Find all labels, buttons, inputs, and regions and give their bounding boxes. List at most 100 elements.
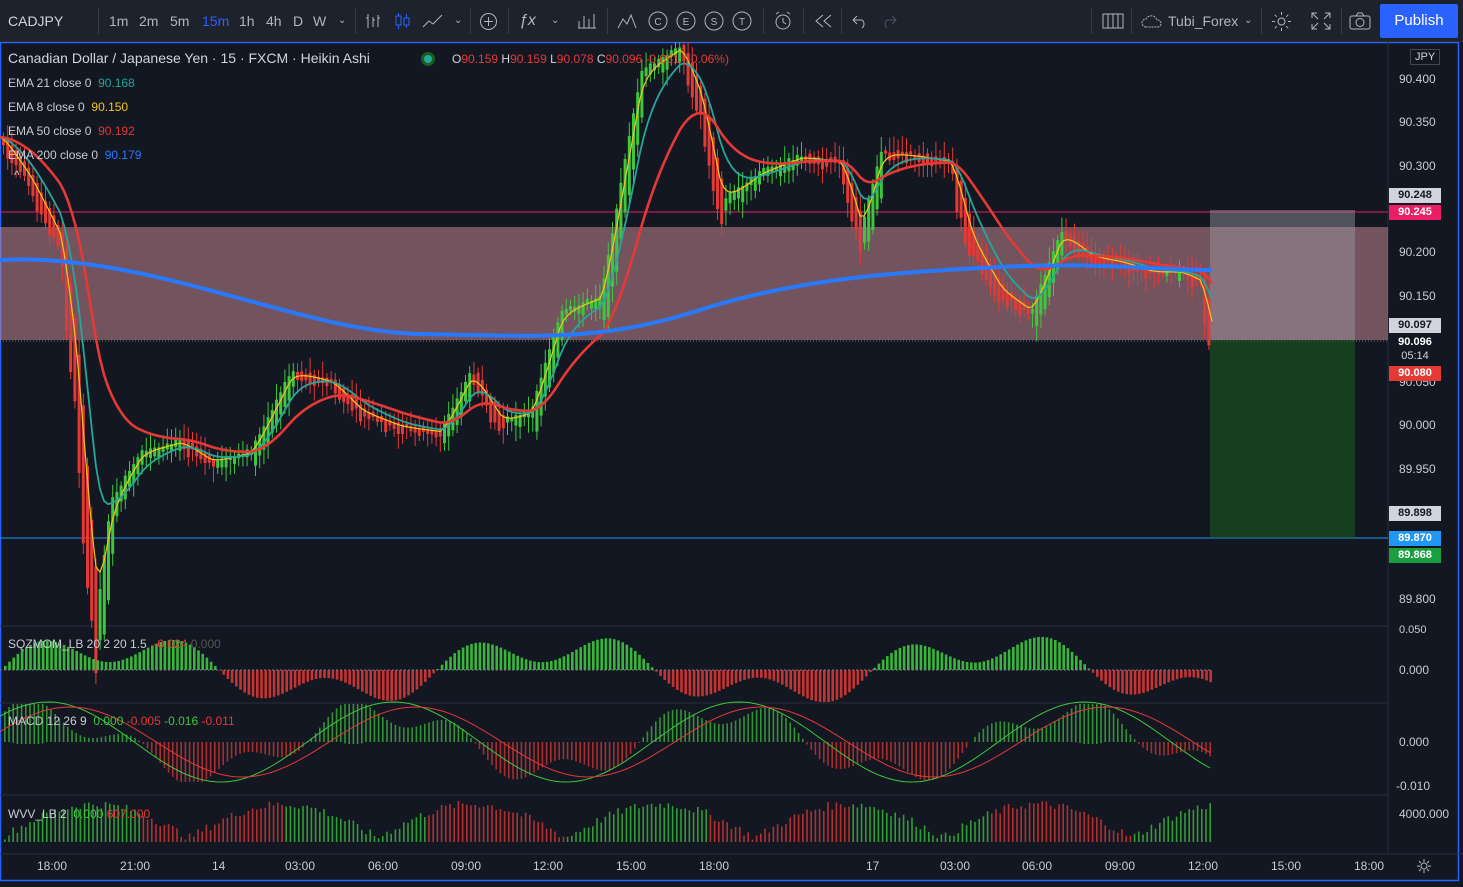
candle-body [1085,246,1089,260]
gear-icon[interactable] [1416,858,1432,874]
interval-d[interactable]: D [293,13,304,29]
chevron-down-icon[interactable]: ⌄ [1244,15,1253,26]
sqz-bar [281,670,284,694]
sqz-bar [310,670,314,681]
interval-2m[interactable]: 2m [139,13,159,29]
sqz-bar [50,641,53,670]
sqz-bar [193,647,196,670]
macd-bar [20,704,23,744]
ema-21-legend[interactable]: EMA 21 close 0 90.168 [8,76,135,90]
wvv-bar [617,808,619,842]
sqz-bar [348,670,351,685]
layout-columns-icon[interactable] [1102,12,1124,30]
chevron-down-icon[interactable]: ⌄ [454,15,463,26]
undo-icon[interactable] [851,13,869,29]
sqz-bar [264,670,267,699]
camera-icon[interactable] [1349,12,1371,30]
replay-rewind-icon[interactable] [814,13,834,29]
sqz-bar [457,650,461,670]
currency-badge[interactable]: JPY [1410,49,1441,65]
sqz-bar [327,670,330,679]
interval-5m[interactable]: 5m [170,13,190,29]
ema-50-legend[interactable]: EMA 50 close 0 90.192 [8,124,135,138]
wvv-bar [172,825,174,842]
macd-axis-tick: -0.010 [1396,779,1431,793]
sqz-bar [1133,670,1137,695]
wvv-bar [58,811,61,842]
chart-canvas[interactable] [0,42,1463,887]
candle-body [711,137,715,191]
sqz-bar [12,657,15,670]
sqzmom-legend[interactable]: SQZMOM_LB 20 2 20 1.5 -0.024 0.000 [8,637,221,651]
layout-name[interactable]: Tubi_Forex [1168,13,1239,29]
wvv-bar [671,806,674,842]
wvv-bar [533,820,535,842]
candles-style-icon[interactable] [394,12,412,30]
chevron-down-icon[interactable]: ⌄ [338,15,347,26]
bars-style-icon[interactable] [364,12,382,30]
wvv-bar [197,829,199,842]
alert-clock-icon[interactable] [773,11,795,31]
sqz-bar [226,670,230,679]
chevron-down-icon[interactable]: ⌄ [551,15,560,26]
indicators-fx-icon[interactable]: ƒx [519,12,536,29]
macd-legend[interactable]: MACD 12 26 9 0.000 -0.005 -0.016 -0.011 [8,714,235,728]
candle-body [287,376,291,401]
candle-body [375,415,379,422]
macd-bar [377,713,380,742]
sqz-bar [277,670,280,696]
candle-body [409,425,413,432]
wvv-bar [398,828,401,842]
gear-icon[interactable] [1271,11,1292,32]
publish-button[interactable]: Publish [1380,4,1458,38]
macd-bar [1133,739,1136,742]
macd-bar [239,742,241,754]
financials-icon[interactable] [577,12,597,30]
interval-4h[interactable]: 4h [266,13,282,29]
macd-bar [1041,727,1043,742]
wvv-bar [440,805,443,842]
ema-8-legend[interactable]: EMA 8 close 0 90.150 [8,100,128,114]
sqz-bar [1175,670,1179,680]
price-tick: 90.200 [1399,245,1436,259]
collapse-legend-icon[interactable]: ^ [14,168,20,182]
wvv-legend[interactable]: WVV_LB 2 0.000 607.000 [8,807,150,821]
symbol-title[interactable]: Canadian Dollar / Japanese Yen · 15 · FX… [8,50,370,66]
sqz-bar [470,643,473,670]
sqz-bar [608,638,612,670]
sqz-bar [335,670,339,680]
interval-1m[interactable]: 1m [109,13,129,29]
line-style-icon[interactable] [422,12,444,30]
compare-plus-icon[interactable] [479,12,498,31]
macd-bar [751,711,754,742]
templates-icon[interactable] [617,12,637,30]
sqz-bar [344,670,347,683]
ema-200-legend[interactable]: EMA 200 close 0 90.179 [8,148,141,162]
macd-bar [1070,708,1073,742]
wvv-bar [184,839,187,842]
wvv-bar [827,802,829,842]
symbol-search[interactable]: CADJPY [8,13,64,29]
macd-bar [558,742,560,760]
wvv-bar [201,831,203,842]
wvv-bar [810,811,812,842]
wvv-bar [319,812,321,842]
sqz-bar [96,660,99,670]
wvv-bar [449,804,451,842]
macd-bar [1033,728,1035,742]
candle-body [724,198,728,211]
sqz-bar [142,649,146,670]
close-label: C [596,52,606,66]
candle-body [115,492,119,517]
macd-bar [596,742,598,770]
redo-icon[interactable] [880,13,898,29]
event-markers-icons[interactable]: C E S T [648,11,760,31]
interval-w[interactable]: W [313,13,327,29]
macd-bar [957,742,959,759]
interval-1h[interactable]: 1h [239,13,255,29]
wvv-bar [520,816,523,842]
sqz-bar [323,670,326,678]
macd-bar [482,742,485,755]
interval-15m[interactable]: 15m [202,13,230,29]
fullscreen-icon[interactable] [1311,12,1331,30]
